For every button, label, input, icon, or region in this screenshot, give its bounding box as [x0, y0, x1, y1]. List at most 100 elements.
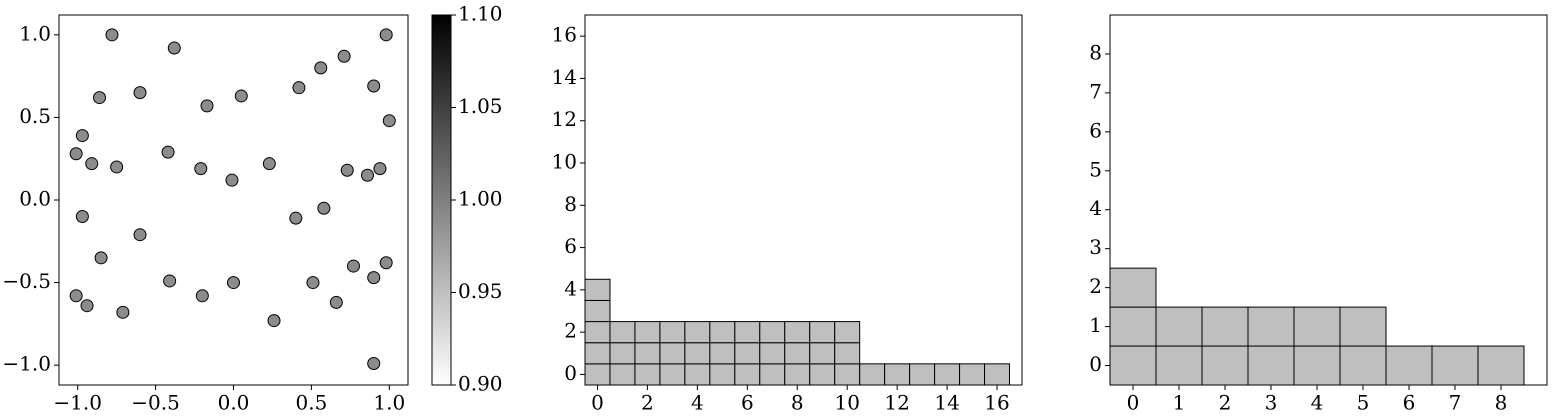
y-tick-label: 8: [564, 192, 577, 216]
y-tick-label: 6: [564, 234, 577, 258]
bar-cell: [1293, 345, 1341, 386]
x-tick-label: 6: [741, 391, 754, 415]
x-tick-label: 0.5: [295, 391, 327, 415]
bar-cell: [809, 321, 836, 344]
bar-cell: [1339, 345, 1387, 386]
bar-cell: [634, 321, 661, 344]
bar-cell: [1201, 345, 1249, 386]
bar-cell: [1293, 306, 1341, 347]
y-tick-label: 5: [1089, 157, 1102, 181]
bar-cell: [759, 321, 786, 344]
bar-cell: [1431, 345, 1479, 386]
scatter-point: [262, 157, 276, 171]
bar-cell: [884, 363, 911, 386]
bar-cell: [1109, 345, 1157, 386]
scatter-point: [93, 91, 107, 105]
bar-cell: [1247, 306, 1295, 347]
bar-cell: [584, 342, 611, 365]
y-tick-label: 4: [1089, 196, 1102, 220]
y-tick-label: 14: [552, 65, 577, 89]
x-tick-label: 12: [884, 391, 909, 415]
bar-cell: [759, 342, 786, 365]
x-tick-label: 10: [834, 391, 859, 415]
bar-cell: [609, 363, 636, 386]
y-tick-label: 8: [1089, 40, 1102, 64]
y-tick-label: 12: [552, 107, 577, 131]
scatter-point: [373, 162, 387, 176]
bar-cell: [809, 342, 836, 365]
bar-cell: [1385, 345, 1433, 386]
y-tick-label: 0: [1089, 352, 1102, 376]
scatter-point: [227, 276, 240, 290]
bar-cell: [1109, 306, 1157, 347]
y-tick-label: 0.5: [19, 104, 51, 128]
scatter-point: [163, 274, 177, 288]
bar-cell: [584, 363, 611, 386]
bar-cell: [684, 321, 711, 344]
bar-cell: [859, 363, 886, 386]
x-tick-label: 1: [1173, 391, 1186, 415]
scatter-point: [367, 79, 381, 93]
scatter-point: [75, 210, 89, 224]
colorbar-gradient: [431, 14, 452, 386]
scatter-point: [105, 28, 119, 42]
scatter-point: [346, 259, 360, 273]
x-tick-label: −0.5: [131, 391, 180, 415]
x-tick-label: 14: [934, 391, 959, 415]
scatter-point: [161, 145, 175, 159]
bar-cell: [984, 363, 1011, 386]
scatter-point: [337, 49, 351, 63]
scatter-point: [382, 114, 396, 128]
y-tick-label: 7: [1089, 79, 1102, 103]
scatter-point: [69, 289, 83, 303]
colorbar: 1.10 1.05 1.00 0.95 0.90: [431, 2, 503, 396]
grid-bar-chart-2: 0 1 2 3 4 5 6 7 8 8 7 6 5 4 3 2 1 0: [1089, 14, 1548, 415]
scatter-point: [200, 99, 214, 113]
colorbar-tick-label: 0.95: [458, 279, 503, 303]
y-tick-label: 4: [564, 276, 577, 300]
bar-cell: [734, 342, 761, 365]
bar-cell: [1109, 267, 1157, 308]
y-tick-label: 2: [564, 319, 577, 343]
bar-cell: [834, 321, 861, 344]
scatter-point: [314, 61, 328, 75]
colorbar-tick-label: 1.10: [458, 2, 503, 26]
bar-cell: [784, 321, 811, 344]
bar-cell: [584, 299, 611, 323]
grid-bar-chart-1: 0 2 4 6 8 10 12 14 16 16 14 12 10 8 6 4 2 0: [552, 14, 1023, 415]
scatter-point: [292, 81, 306, 95]
y-tick-label: 1.0: [19, 21, 51, 45]
y-tick-label: −1.0: [2, 352, 51, 376]
y-tick-label: 0.0: [19, 187, 51, 211]
bar-cell: [1155, 345, 1203, 386]
colorbar-tick-label: 1.00: [458, 187, 503, 211]
scatter-point: [94, 251, 108, 265]
scatter-point: [306, 276, 320, 290]
scatter-point: [367, 357, 381, 371]
bar-cell: [584, 278, 611, 301]
bar-cell: [684, 363, 711, 386]
bar-cell: [934, 363, 961, 386]
scatter-point: [367, 271, 381, 285]
bar-cell: [584, 321, 611, 344]
y-tick-label: 3: [1089, 235, 1102, 259]
bar-cell: [1201, 306, 1249, 347]
scatter-point: [195, 289, 209, 303]
y-tick-label: 1: [1089, 313, 1102, 337]
scatter-point: [360, 168, 374, 182]
x-tick-label: 5: [1357, 391, 1370, 415]
scatter-point: [80, 299, 94, 313]
bar-cell: [759, 363, 786, 386]
bar-cell: [634, 363, 661, 386]
x-tick-label: 4: [1311, 391, 1324, 415]
scatter-point: [225, 173, 239, 187]
scatter-point: [110, 160, 124, 174]
scatter-point: [133, 86, 147, 100]
bar-cell: [909, 363, 936, 386]
bar-cell: [734, 321, 761, 344]
scatter-point: [379, 256, 393, 270]
bar-cell: [709, 321, 736, 344]
bar-cell: [709, 342, 736, 365]
bar-cell: [609, 321, 636, 344]
